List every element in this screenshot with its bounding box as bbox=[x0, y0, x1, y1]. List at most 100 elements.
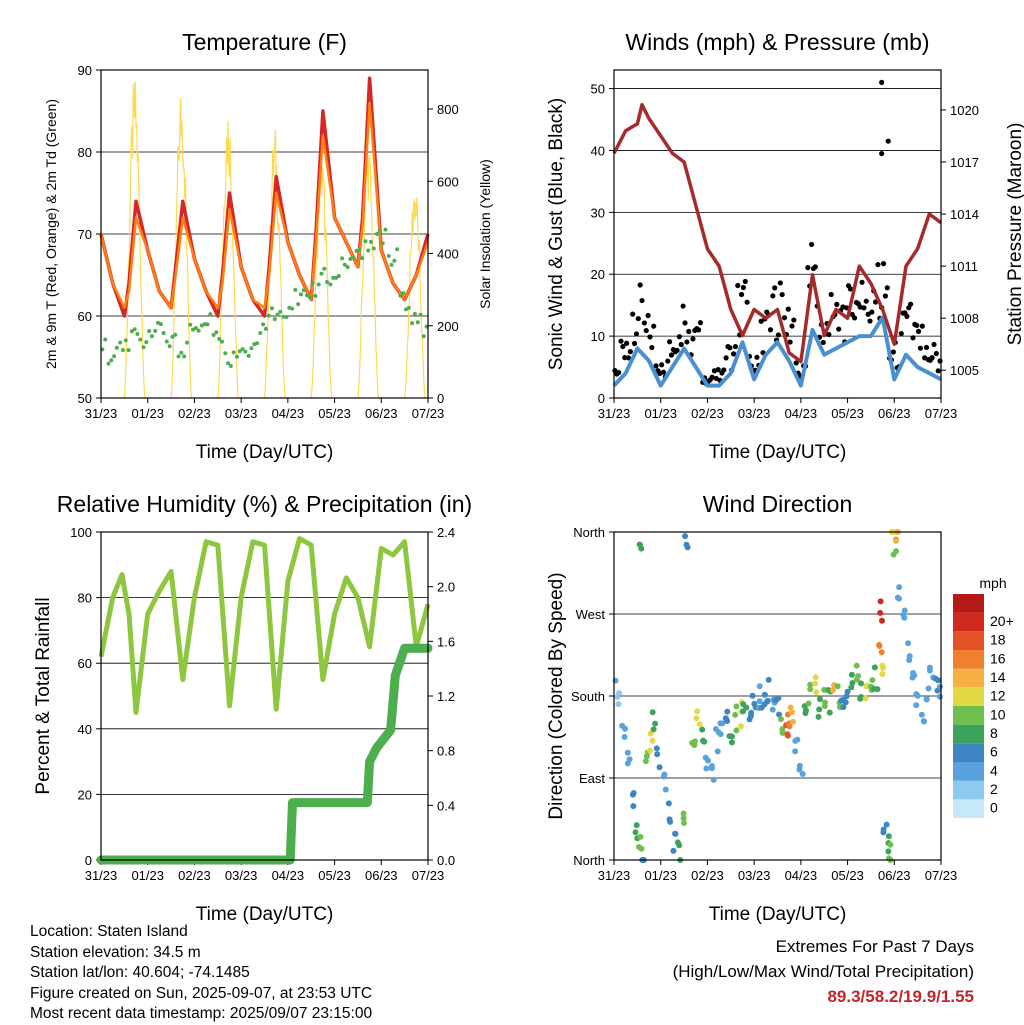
y2-tick-label: 1014 bbox=[950, 207, 979, 222]
gust-point bbox=[812, 264, 818, 270]
gust-point bbox=[721, 367, 727, 373]
gust-point bbox=[674, 347, 680, 353]
gust-point bbox=[898, 330, 904, 337]
station-info: Location: Staten Island Station elevatio… bbox=[30, 922, 372, 1025]
y2-tick-label: 800 bbox=[437, 102, 459, 117]
y2-axis-label: Station Pressure (Maroon) bbox=[1005, 123, 1024, 346]
direction-point bbox=[913, 702, 920, 709]
y-tick-label: West bbox=[576, 607, 606, 622]
direction-point bbox=[870, 685, 877, 692]
dewpoint-point bbox=[167, 344, 172, 349]
direction-point bbox=[670, 847, 677, 854]
y-tick-label: 40 bbox=[78, 722, 92, 737]
dewpoint-point bbox=[147, 329, 152, 334]
direction-point bbox=[923, 695, 930, 702]
x-tick-label: 31/23 bbox=[85, 868, 118, 883]
y-tick-label: 60 bbox=[78, 656, 92, 671]
colorbar-label: 0 bbox=[990, 800, 998, 816]
gust-point bbox=[931, 341, 937, 348]
dewpoint-point bbox=[161, 330, 166, 335]
colorbar-label: 2 bbox=[990, 781, 998, 797]
direction-point bbox=[643, 753, 650, 760]
y-tick-label: 60 bbox=[78, 309, 92, 324]
x-tick-label: 06/23 bbox=[878, 406, 911, 421]
y2-axis-label: Solar Insolation (Yellow) bbox=[477, 159, 493, 309]
direction-point bbox=[708, 762, 715, 769]
dewpoint-point bbox=[141, 345, 146, 350]
dewpoint-point bbox=[173, 332, 178, 337]
direction-point bbox=[863, 683, 870, 690]
direction-point bbox=[789, 709, 796, 716]
gust-point bbox=[859, 279, 865, 285]
direction-point bbox=[802, 710, 809, 717]
direction-point bbox=[896, 584, 903, 591]
direction-point bbox=[646, 747, 653, 754]
dewpoint-point bbox=[366, 248, 371, 253]
dewpoint-point bbox=[263, 326, 268, 331]
direction-point bbox=[714, 748, 721, 755]
gust-point bbox=[686, 328, 692, 335]
gust-point bbox=[917, 345, 924, 351]
direction-point bbox=[632, 829, 639, 836]
gust-point bbox=[647, 334, 653, 340]
y-tick-label: East bbox=[579, 771, 605, 786]
dewpoint-point bbox=[144, 340, 149, 345]
y-tick-label: 40 bbox=[591, 143, 605, 158]
dewpoint-point bbox=[228, 363, 233, 368]
gust-point bbox=[929, 355, 935, 361]
gust-outlier-point bbox=[879, 79, 885, 85]
gust-point bbox=[914, 322, 920, 329]
gust-point bbox=[919, 323, 925, 329]
direction-point bbox=[633, 822, 640, 829]
x-axis-label: Time (Day/UTC) bbox=[196, 442, 334, 463]
gust-point bbox=[727, 345, 733, 351]
direction-point bbox=[920, 718, 927, 725]
direction-point bbox=[619, 722, 626, 729]
x-tick-label: 07/23 bbox=[925, 868, 958, 883]
x-tick-label: 06/23 bbox=[365, 406, 398, 421]
gust-point bbox=[851, 315, 858, 321]
x-tick-label: 03/23 bbox=[738, 406, 771, 421]
direction-point bbox=[813, 689, 820, 696]
x-axis-label: Time (Day/UTC) bbox=[196, 904, 334, 925]
dewpoint-point bbox=[401, 291, 406, 296]
gust-point bbox=[847, 286, 853, 292]
dewpoint-point bbox=[132, 327, 137, 332]
colorbar-swatch bbox=[953, 650, 984, 669]
direction-point bbox=[667, 818, 674, 825]
direction-point bbox=[883, 821, 890, 828]
gust-outlier-point bbox=[885, 138, 891, 144]
gust-point bbox=[820, 339, 826, 346]
x-axis-label: Time (Day/UTC) bbox=[709, 904, 847, 925]
x-tick-label: 02/23 bbox=[178, 868, 211, 883]
direction-point bbox=[683, 541, 690, 548]
gust-point bbox=[754, 354, 760, 360]
direction-point bbox=[693, 715, 700, 722]
solar-insolation-line bbox=[263, 129, 286, 399]
y2-tick-label: 200 bbox=[437, 319, 459, 334]
direction-point bbox=[621, 733, 628, 740]
direction-point bbox=[871, 664, 878, 671]
gust-point bbox=[631, 340, 638, 347]
gust-point bbox=[633, 331, 640, 337]
colorbar-swatch bbox=[953, 687, 984, 706]
dewpoint-point bbox=[114, 345, 119, 350]
dewpoint-point bbox=[217, 336, 222, 341]
direction-point bbox=[661, 771, 668, 778]
direction-point bbox=[733, 703, 740, 710]
dewpoint-point bbox=[234, 354, 239, 359]
dewpoint-point bbox=[188, 322, 193, 327]
gust-point bbox=[618, 338, 624, 344]
direction-point bbox=[853, 662, 860, 669]
direction-point bbox=[650, 726, 657, 733]
direction-point bbox=[879, 670, 886, 677]
gust-point bbox=[767, 327, 774, 333]
y-axis-label: 2m & 9m T (Red, Orange) & 2m Td (Green) bbox=[43, 99, 59, 369]
chart-panel-4: Wind DirectionNorthEastSouthWestNorth31/… bbox=[546, 491, 957, 925]
gust-point bbox=[732, 343, 739, 350]
direction-point bbox=[756, 683, 763, 690]
dewpoint-point bbox=[243, 349, 248, 354]
y2-tick-label: 1005 bbox=[950, 363, 979, 378]
gust-point bbox=[651, 323, 657, 329]
